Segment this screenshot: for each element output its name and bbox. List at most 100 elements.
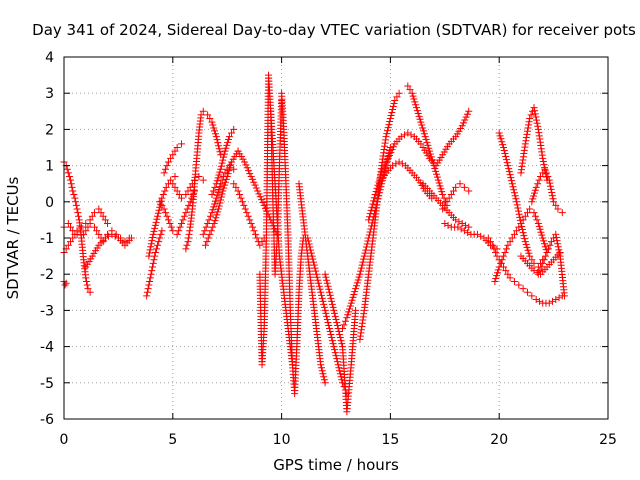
data-point [145, 281, 153, 289]
data-point [222, 175, 230, 183]
data-point [249, 223, 257, 231]
data-point [549, 297, 557, 305]
data-point [322, 309, 330, 317]
series-arc-05 [82, 230, 135, 271]
y-tick-label: -2 [40, 267, 54, 283]
data-point [533, 119, 541, 127]
data-point [213, 136, 221, 144]
data-point [64, 220, 72, 228]
data-point [547, 238, 555, 246]
data-point [512, 195, 520, 203]
data-point [516, 213, 524, 221]
series-arc-36 [528, 165, 566, 217]
data-point [178, 140, 186, 148]
data-point [392, 160, 400, 168]
data-point [339, 325, 347, 332]
data-point [254, 187, 262, 195]
data-point [433, 173, 441, 181]
data-point [510, 230, 518, 238]
data-point [241, 158, 249, 166]
data-point [352, 285, 360, 293]
data-point [520, 232, 528, 240]
data-point [336, 331, 344, 339]
data-point [372, 187, 380, 195]
data-point [384, 124, 392, 132]
data-point [536, 225, 544, 233]
x-tick-label: 0 [60, 432, 69, 448]
data-point [370, 194, 378, 202]
data-point [506, 238, 514, 246]
data-point [317, 291, 325, 299]
data-point [447, 191, 455, 199]
data-point [458, 220, 466, 228]
data-point [462, 113, 470, 121]
data-point [69, 187, 77, 195]
data-point [152, 218, 160, 226]
data-point [461, 116, 469, 124]
data-point [389, 102, 397, 110]
data-point [527, 111, 535, 119]
data-point [329, 340, 337, 348]
data-point [542, 252, 550, 260]
data-point [252, 184, 260, 192]
data-point [532, 113, 540, 121]
data-point [360, 255, 368, 263]
data-point [340, 321, 348, 329]
data-point [531, 110, 539, 118]
data-point [323, 312, 331, 320]
data-point [460, 183, 468, 191]
data-point [150, 256, 158, 264]
data-point [325, 325, 333, 332]
data-point [212, 133, 220, 141]
data-point [374, 181, 382, 189]
data-point [387, 112, 395, 120]
data-point [203, 238, 211, 246]
data-point [232, 183, 240, 191]
data-point [450, 187, 458, 195]
data-point [344, 311, 352, 319]
data-point [216, 148, 224, 156]
data-point [458, 122, 466, 130]
data-point [539, 234, 547, 242]
data-point [157, 197, 165, 205]
data-point [156, 198, 164, 206]
data-point [418, 121, 426, 129]
data-point [390, 99, 398, 107]
data-point [67, 223, 75, 231]
data-point [310, 258, 318, 266]
data-point [365, 213, 373, 221]
data-point [214, 139, 222, 147]
data-point [143, 292, 151, 300]
data-point [67, 180, 75, 188]
data-point [71, 194, 79, 202]
x-tick-label: 15 [381, 432, 399, 448]
y-tick-label: -4 [40, 340, 54, 356]
data-point [349, 293, 357, 301]
data-point [210, 203, 218, 211]
data-point [493, 252, 501, 260]
data-point [182, 209, 190, 217]
data-point [154, 241, 162, 249]
data-point [498, 138, 506, 146]
data-point [215, 171, 223, 179]
data-point [171, 147, 179, 155]
data-point [149, 230, 157, 238]
data-point [510, 277, 518, 285]
data-point [159, 191, 167, 199]
data-point [215, 202, 223, 210]
data-point [214, 142, 222, 150]
data-point [69, 234, 77, 242]
data-point [504, 270, 512, 278]
data-point [523, 127, 531, 135]
data-point [523, 288, 531, 296]
x-tick-label: 25 [599, 432, 617, 448]
data-point [546, 182, 554, 190]
data-point [543, 248, 551, 256]
series-arc-20 [295, 180, 329, 387]
data-point [250, 178, 258, 186]
data-point [530, 192, 538, 200]
y-tick-label: 0 [45, 195, 54, 211]
data-point [534, 220, 542, 228]
data-point [217, 193, 225, 201]
